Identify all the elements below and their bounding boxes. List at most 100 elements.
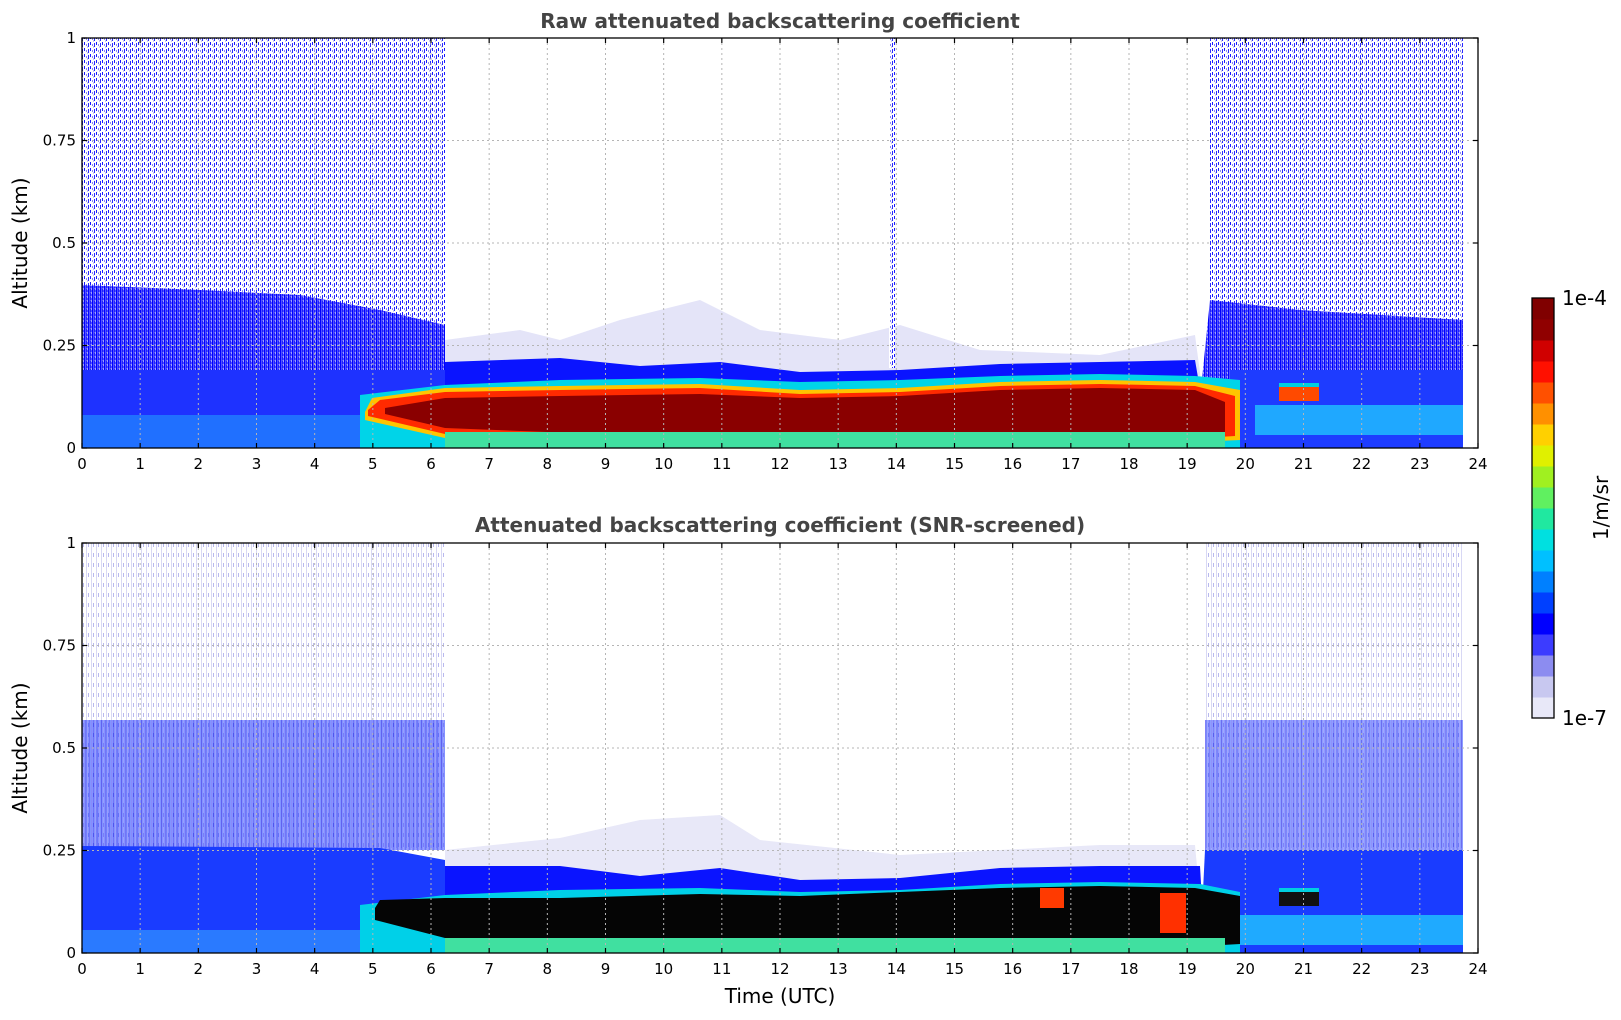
y-tick-label: 0.5 (52, 234, 76, 252)
heatmap-raw (82, 38, 1478, 448)
panel-screened: Attenuated backscattering coefficient (S… (8, 513, 1488, 1008)
heatmap-region-isolated-edge (1279, 888, 1319, 892)
heatmap-region-right-cyan (1255, 405, 1463, 435)
heatmap-region-surface-green (445, 938, 1225, 953)
x-tick-label: 22 (1352, 960, 1371, 978)
axis-ticks-screened: 0 1 2 3 4 5 6 7 8 9 10 11 12 13 14 15 16 17 18 19 20 21 22 23 24… (43, 534, 1488, 978)
x-tick-label: 7 (484, 455, 494, 473)
heatmap-region-red-patch (1160, 893, 1186, 933)
x-tick-label: 4 (310, 960, 320, 978)
axis-ticks-raw: 0 1 2 3 4 5 6 7 8 9 10 11 12 13 14 15 16 17 18 19 20 21 22 23 24… (43, 29, 1488, 473)
x-tick-label: 8 (543, 960, 553, 978)
x-tick-label: 9 (601, 455, 611, 473)
colorbar-segment (1532, 655, 1554, 677)
x-tick-label: 13 (829, 960, 848, 978)
colorbar-segment (1532, 424, 1554, 446)
y-tick-label: 1 (66, 534, 76, 552)
y-tick-label: 0 (66, 944, 76, 962)
x-tick-label: 1 (135, 455, 145, 473)
colorbar-segment (1532, 550, 1554, 572)
x-tick-label: 0 (77, 455, 87, 473)
heatmap-region-right-stripes (1205, 720, 1463, 850)
heatmap-region-surface-green (445, 432, 1225, 448)
colorbar-segment (1532, 634, 1554, 656)
y-tick-label: 0.25 (43, 842, 76, 860)
x-tick-label: 5 (368, 960, 378, 978)
panel-title-screened: Attenuated backscattering coefficient (S… (475, 513, 1085, 537)
colorbar-segment (1532, 403, 1554, 425)
colorbar-frame (1531, 297, 1555, 719)
x-tick-label: 11 (712, 455, 731, 473)
x-tick-label: 19 (1178, 960, 1197, 978)
ylabel-raw: Altitude (km) (8, 177, 32, 308)
x-tick-label: 11 (712, 960, 731, 978)
x-tick-label: 9 (601, 960, 611, 978)
colorbar-segment (1532, 571, 1554, 593)
y-tick-label: 0.25 (43, 337, 76, 355)
panel-title-raw: Raw attenuated backscattering coefficien… (540, 9, 1020, 33)
colorbar-segment (1532, 466, 1554, 488)
x-tick-label: 22 (1352, 455, 1371, 473)
y-tick-label: 0 (66, 439, 76, 457)
y-tick-label: 0.75 (43, 132, 76, 150)
x-tick-label: 18 (1119, 455, 1138, 473)
x-tick-label: 7 (484, 960, 494, 978)
x-tick-label: 24 (1468, 960, 1487, 978)
colorbar-segment (1532, 613, 1554, 635)
x-tick-label: 18 (1119, 960, 1138, 978)
colorbar-segment (1532, 697, 1554, 719)
colorbar-segment (1532, 382, 1554, 404)
x-tick-label: 3 (252, 455, 262, 473)
colorbar-segment (1532, 529, 1554, 551)
x-tick-label: 13 (829, 455, 848, 473)
colorbar-segment (1532, 340, 1554, 362)
colorbar-segment (1532, 361, 1554, 383)
x-tick-label: 6 (426, 960, 436, 978)
x-tick-label: 16 (1003, 455, 1022, 473)
heatmap-region-isolated-edge (1279, 383, 1319, 387)
panel-raw: Raw attenuated backscattering coefficien… (8, 9, 1488, 473)
x-tick-label: 0 (77, 960, 87, 978)
x-tick-label: 16 (1003, 960, 1022, 978)
heatmap-region-left-low (82, 846, 445, 953)
colorbar-segment (1532, 319, 1554, 341)
x-tick-label: 12 (770, 455, 789, 473)
x-tick-label: 2 (194, 455, 204, 473)
heatmap-region-darkred (385, 388, 1225, 442)
grid-screened (82, 543, 1478, 953)
x-tick-label: 23 (1410, 455, 1429, 473)
x-tick-label: 23 (1410, 960, 1429, 978)
x-tick-label: 14 (887, 455, 906, 473)
x-tick-label: 20 (1236, 455, 1255, 473)
colorbar-segment (1532, 487, 1554, 509)
colorbar-segment (1532, 592, 1554, 614)
y-tick-label: 0.5 (52, 739, 76, 757)
x-tick-label: 24 (1468, 455, 1487, 473)
y-tick-label: 1 (66, 29, 76, 47)
x-tick-label: 21 (1294, 455, 1313, 473)
heatmap-region-isolated (1279, 888, 1319, 906)
x-tick-label: 2 (194, 960, 204, 978)
colorbar-segment (1532, 445, 1554, 467)
heatmap-region-streak (889, 38, 895, 368)
colorbar-min-label: 1e-7 (1562, 706, 1607, 730)
colorbar-max-label: 1e-4 (1562, 286, 1607, 310)
x-tick-label: 20 (1236, 960, 1255, 978)
grid-raw (82, 38, 1478, 448)
x-tick-label: 5 (368, 455, 378, 473)
x-tick-label: 14 (887, 960, 906, 978)
heatmap-region-right-cyan (1240, 915, 1463, 945)
x-tick-label: 21 (1294, 960, 1313, 978)
colorbar-segment (1532, 298, 1554, 320)
x-tick-label: 12 (770, 960, 789, 978)
heatmap-region-red-patch-2 (1040, 888, 1064, 908)
x-tick-label: 8 (543, 455, 553, 473)
ylabel-screened: Altitude (km) (8, 682, 32, 813)
x-tick-label: 1 (135, 960, 145, 978)
x-tick-label: 15 (945, 960, 964, 978)
colorbar-segment (1532, 508, 1554, 530)
y-tick-label: 0.75 (43, 637, 76, 655)
x-tick-label: 17 (1061, 455, 1080, 473)
x-tick-label: 10 (654, 960, 673, 978)
